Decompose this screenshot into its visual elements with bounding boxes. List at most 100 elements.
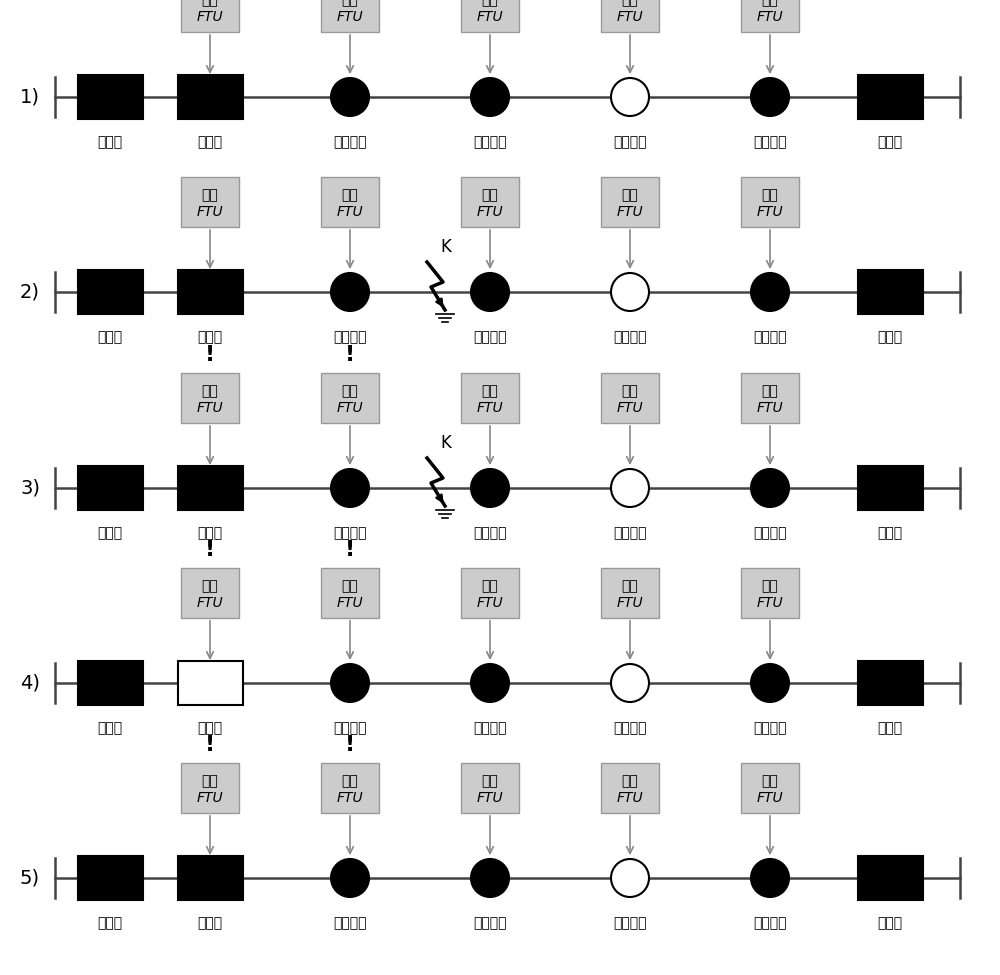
Text: 断路器: 断路器 xyxy=(877,526,903,540)
Text: 智能: 智能 xyxy=(482,774,498,788)
FancyBboxPatch shape xyxy=(78,661,143,705)
Text: FTU: FTU xyxy=(477,401,503,415)
Text: FTU: FTU xyxy=(337,205,363,219)
FancyBboxPatch shape xyxy=(78,75,143,119)
Text: 联络开关: 联络开关 xyxy=(613,135,647,149)
Text: 智能: 智能 xyxy=(482,188,498,202)
Text: 智能: 智能 xyxy=(762,774,778,788)
FancyBboxPatch shape xyxy=(181,568,239,618)
FancyBboxPatch shape xyxy=(181,177,239,227)
Text: FTU: FTU xyxy=(617,401,643,415)
FancyBboxPatch shape xyxy=(181,0,239,32)
FancyBboxPatch shape xyxy=(178,270,242,314)
Text: !: ! xyxy=(205,735,215,755)
Text: !: ! xyxy=(345,540,355,560)
Ellipse shape xyxy=(611,469,649,507)
Text: 断路器: 断路器 xyxy=(877,135,903,149)
Text: 断路器: 断路器 xyxy=(97,135,123,149)
Ellipse shape xyxy=(331,469,369,507)
FancyBboxPatch shape xyxy=(321,0,379,32)
Text: FTU: FTU xyxy=(617,205,643,219)
Text: 智能: 智能 xyxy=(762,188,778,202)
Text: 负荷开关: 负荷开关 xyxy=(473,526,507,540)
Text: 智能: 智能 xyxy=(482,0,498,7)
Ellipse shape xyxy=(611,664,649,702)
Text: 智能: 智能 xyxy=(342,384,358,398)
Text: FTU: FTU xyxy=(197,401,223,415)
FancyBboxPatch shape xyxy=(178,856,242,900)
Text: FTU: FTU xyxy=(197,596,223,610)
Ellipse shape xyxy=(471,664,509,702)
Text: 分段开关: 分段开关 xyxy=(473,330,507,344)
Ellipse shape xyxy=(331,664,369,702)
FancyBboxPatch shape xyxy=(181,373,239,423)
Text: 智能: 智能 xyxy=(482,579,498,593)
Text: 断路器: 断路器 xyxy=(877,330,903,344)
FancyBboxPatch shape xyxy=(741,177,799,227)
Text: 断路器: 断路器 xyxy=(877,721,903,735)
Text: 1): 1) xyxy=(20,88,40,106)
Text: K: K xyxy=(440,434,451,452)
Ellipse shape xyxy=(611,273,649,311)
Text: 智能: 智能 xyxy=(482,384,498,398)
Text: FTU: FTU xyxy=(337,596,363,610)
Text: FTU: FTU xyxy=(757,401,783,415)
Text: 智能: 智能 xyxy=(202,0,218,7)
Ellipse shape xyxy=(751,859,789,897)
FancyBboxPatch shape xyxy=(601,763,659,813)
Text: 负荷开关: 负荷开关 xyxy=(753,916,787,930)
Text: 重合器: 重合器 xyxy=(197,330,223,344)
Text: 断路器: 断路器 xyxy=(97,526,123,540)
Text: 智能: 智能 xyxy=(202,188,218,202)
Text: !: ! xyxy=(345,735,355,755)
Text: 联络开关: 联络开关 xyxy=(613,721,647,735)
Text: 智能: 智能 xyxy=(622,579,638,593)
Text: 分段开关: 分段开关 xyxy=(333,135,367,149)
Text: 智能: 智能 xyxy=(622,384,638,398)
Text: FTU: FTU xyxy=(757,791,783,805)
Text: FTU: FTU xyxy=(197,791,223,805)
Text: 断路器: 断路器 xyxy=(97,330,123,344)
Ellipse shape xyxy=(331,273,369,311)
FancyBboxPatch shape xyxy=(741,0,799,32)
Text: 断路器: 断路器 xyxy=(97,721,123,735)
Text: FTU: FTU xyxy=(617,596,643,610)
Ellipse shape xyxy=(471,273,509,311)
Text: !: ! xyxy=(205,345,215,365)
FancyBboxPatch shape xyxy=(601,0,659,32)
Text: FTU: FTU xyxy=(757,10,783,24)
Text: 智能: 智能 xyxy=(762,0,778,7)
FancyBboxPatch shape xyxy=(858,270,922,314)
Text: FTU: FTU xyxy=(477,791,503,805)
Text: K: K xyxy=(440,238,451,256)
Text: 智能: 智能 xyxy=(342,579,358,593)
Text: FTU: FTU xyxy=(197,10,223,24)
FancyBboxPatch shape xyxy=(858,466,922,510)
FancyBboxPatch shape xyxy=(461,177,519,227)
FancyBboxPatch shape xyxy=(78,270,143,314)
Text: 分段开关: 分段开关 xyxy=(753,330,787,344)
Text: 智能: 智能 xyxy=(342,774,358,788)
Text: 联络开关: 联络开关 xyxy=(613,526,647,540)
Text: 5): 5) xyxy=(20,869,40,887)
Text: FTU: FTU xyxy=(617,791,643,805)
Text: 重合器: 重合器 xyxy=(197,135,223,149)
Text: 重合器: 重合器 xyxy=(197,526,223,540)
FancyBboxPatch shape xyxy=(78,466,143,510)
FancyBboxPatch shape xyxy=(858,856,922,900)
Text: FTU: FTU xyxy=(337,401,363,415)
Text: 智能: 智能 xyxy=(622,188,638,202)
FancyBboxPatch shape xyxy=(78,856,143,900)
FancyBboxPatch shape xyxy=(321,763,379,813)
FancyBboxPatch shape xyxy=(461,373,519,423)
Text: 分段开关: 分段开关 xyxy=(333,330,367,344)
Text: 4): 4) xyxy=(20,674,40,692)
Ellipse shape xyxy=(611,78,649,116)
Text: !: ! xyxy=(205,540,215,560)
Text: 智能: 智能 xyxy=(342,0,358,7)
Text: 智能: 智能 xyxy=(622,774,638,788)
Text: FTU: FTU xyxy=(477,10,503,24)
FancyBboxPatch shape xyxy=(321,177,379,227)
Text: 负荷开关: 负荷开关 xyxy=(473,916,507,930)
Text: 2): 2) xyxy=(20,283,40,301)
